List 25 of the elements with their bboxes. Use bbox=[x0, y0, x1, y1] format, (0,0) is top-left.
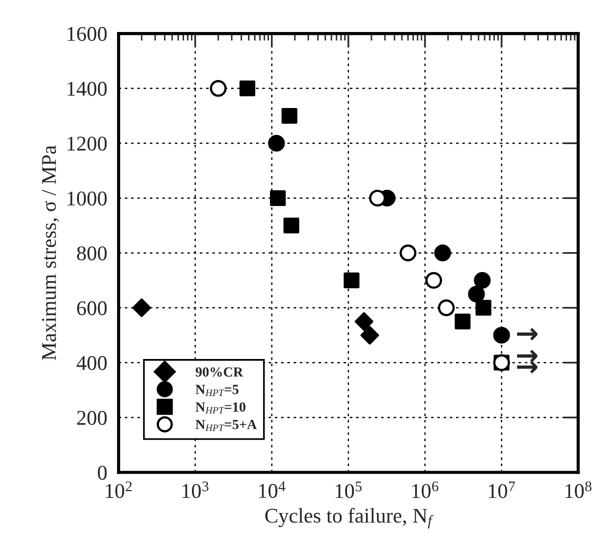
legend-label: 90%CR bbox=[196, 367, 244, 377]
y-tick-label: 400 bbox=[76, 356, 107, 370]
legend-label: N$_{HPT}$=5+A bbox=[196, 420, 257, 431]
x-tick-label: 10$^{2}$ bbox=[106, 481, 132, 498]
y-tick-label: 1000 bbox=[68, 191, 107, 206]
y-tick-label: 1400 bbox=[68, 82, 107, 96]
x-tick-label: 10$^{4}$ bbox=[259, 481, 286, 498]
y-tick-label: 0 bbox=[98, 466, 107, 480]
y-tick-label: 800 bbox=[77, 246, 107, 260]
annotation: → bbox=[517, 328, 538, 340]
legend-label: N$_{HPT}$=5 bbox=[196, 384, 238, 396]
legend-label: N$_{HPT}$=10 bbox=[196, 402, 246, 414]
y-tick-label: 1600 bbox=[68, 26, 107, 41]
y-tick-label: 600 bbox=[77, 301, 107, 316]
annotation: → bbox=[517, 360, 538, 374]
y-tick-label: 1200 bbox=[68, 136, 107, 151]
x-tick-label: 10$^{6}$ bbox=[412, 481, 438, 498]
x-tick-label: 10$^{8}$ bbox=[566, 481, 592, 498]
x-tick-label: 10$^{5}$ bbox=[336, 482, 362, 498]
annotation: → bbox=[517, 350, 538, 362]
x-axis-title: Cycles to failure, N$_{f}$ bbox=[265, 508, 434, 529]
y-axis-title: Maximum stress, σ / MPa bbox=[42, 145, 60, 360]
x-tick-label: 10$^{3}$ bbox=[182, 481, 208, 498]
x-tick-label: 10$^{7}$ bbox=[488, 482, 515, 498]
y-tick-label: 200 bbox=[77, 410, 107, 425]
